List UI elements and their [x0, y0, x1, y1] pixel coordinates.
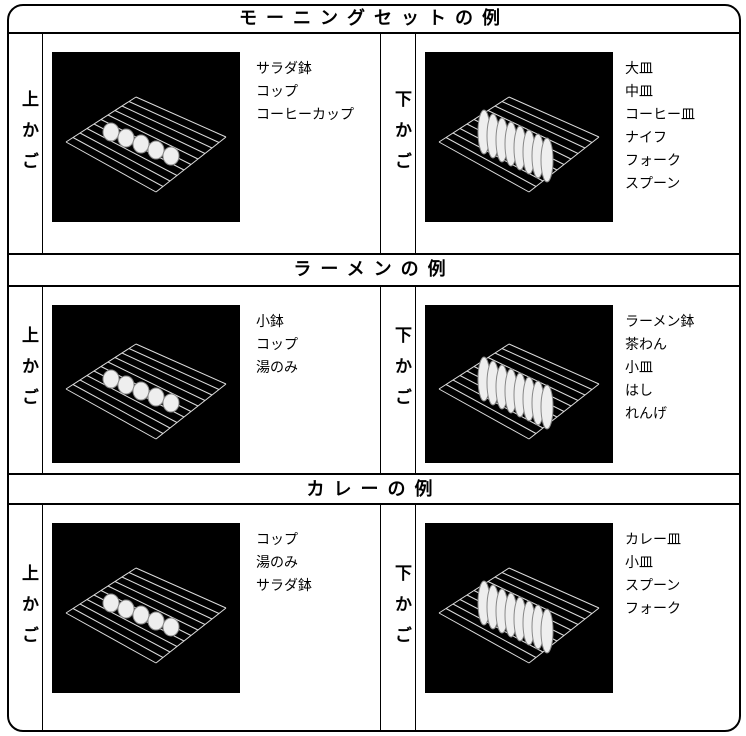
section-separator: [7, 473, 741, 475]
rack-label: 下かご: [391, 563, 411, 657]
item-text: はし: [625, 383, 653, 399]
item-text: 小鉢: [256, 314, 284, 330]
item-text: 大皿: [625, 61, 653, 77]
item-text: カレー皿: [625, 532, 681, 548]
rack-image: [52, 52, 240, 222]
item-text: コーヒーカップ: [256, 107, 354, 123]
rack-illustration: [65, 96, 227, 193]
item-text: コップ: [256, 532, 298, 548]
rack-image: [52, 305, 240, 463]
rack-label: 下かご: [391, 89, 411, 183]
item-text: サラダ鉢: [256, 578, 312, 594]
rack-label: 上かご: [18, 89, 38, 183]
column-line: [380, 287, 381, 475]
item-text: サラダ鉢: [256, 61, 312, 77]
section-title: モーニングセットの例: [7, 4, 741, 34]
item-text: 湯のみ: [256, 360, 298, 376]
column-line: [415, 287, 416, 475]
item-text: スプーン: [625, 578, 681, 594]
column-line: [415, 505, 416, 732]
column-line: [380, 505, 381, 732]
item-text: 中皿: [625, 84, 653, 100]
column-line: [42, 505, 43, 732]
rack-illustration: [438, 567, 600, 664]
item-text: 茶わん: [625, 337, 667, 353]
frame: [7, 4, 741, 732]
rack-image: [52, 523, 240, 693]
column-line: [42, 34, 43, 255]
item-text: れんげ: [625, 406, 667, 422]
section-title: カレーの例: [7, 475, 741, 505]
rack-illustration: [65, 343, 227, 440]
item-text: ナイフ: [625, 130, 667, 146]
item-text: 小皿: [625, 555, 653, 571]
item-text: 小皿: [625, 360, 653, 376]
section-title: ラーメンの例: [7, 255, 741, 287]
column-line: [415, 34, 416, 255]
item-text: ラーメン鉢: [625, 314, 695, 330]
item-text: コップ: [256, 337, 298, 353]
rack-image: [425, 523, 613, 693]
rack-illustration: [65, 567, 227, 664]
rack-illustration: [438, 343, 600, 440]
item-text: 湯のみ: [256, 555, 298, 571]
rack-image: [425, 305, 613, 463]
column-line: [380, 34, 381, 255]
item-text: コーヒー皿: [625, 107, 695, 123]
rack-label: 下かご: [391, 326, 411, 419]
section-separator: [7, 253, 741, 255]
rack-image: [425, 52, 613, 222]
rack-label: 上かご: [18, 563, 38, 657]
item-text: スプーン: [625, 176, 681, 192]
item-text: フォーク: [625, 153, 681, 169]
rack-illustration: [438, 96, 600, 193]
column-line: [42, 287, 43, 475]
rack-label: 上かご: [18, 326, 38, 419]
item-text: コップ: [256, 84, 298, 100]
item-text: フォーク: [625, 601, 681, 617]
